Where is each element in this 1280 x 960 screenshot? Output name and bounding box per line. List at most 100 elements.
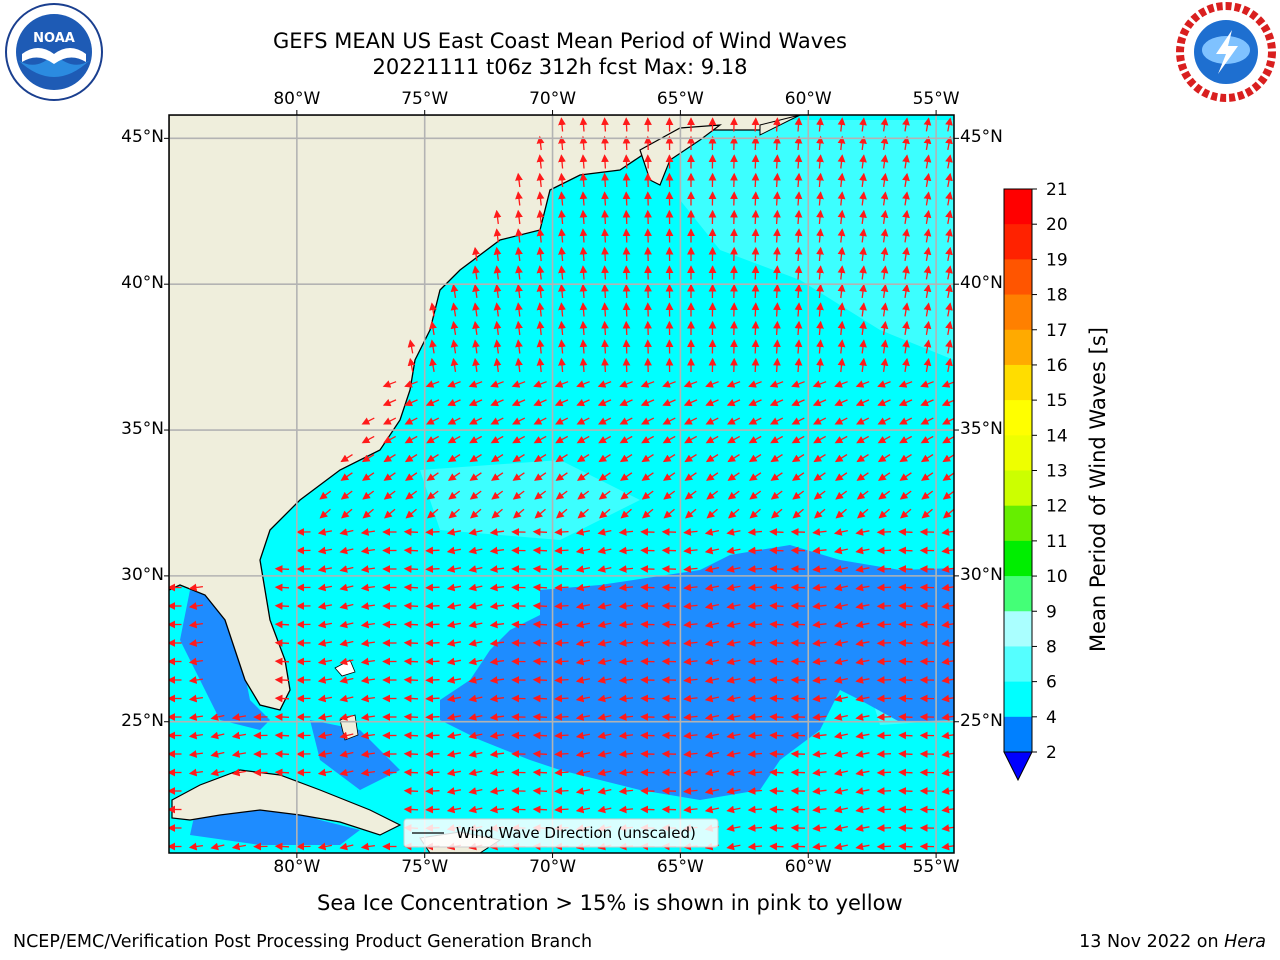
wave-direction-arrow	[920, 454, 934, 463]
wave-direction-arrow	[876, 620, 892, 629]
wave-direction-arrow	[515, 246, 523, 262]
wave-direction-arrow	[748, 398, 762, 407]
wave-direction-arrow	[898, 657, 913, 666]
wave-direction-arrow	[446, 787, 462, 795]
wave-direction-arrow	[794, 320, 803, 336]
wave-direction-arrow	[618, 620, 634, 629]
wave-direction-arrow	[837, 283, 846, 299]
wave-direction-arrow	[622, 117, 631, 132]
wave-direction-arrow	[942, 417, 954, 425]
wave-direction-arrow	[597, 602, 612, 610]
wave-direction-arrow	[683, 713, 698, 721]
wave-direction-arrow	[597, 565, 612, 573]
map-tick-marks	[164, 110, 959, 858]
wave-direction-arrow	[899, 417, 913, 425]
wave-direction-arrow	[619, 454, 633, 463]
wave-direction-arrow	[188, 657, 203, 666]
wave-direction-arrow	[382, 380, 397, 388]
wave-direction-arrow	[491, 508, 503, 519]
lat-label-left: 35°N	[121, 419, 164, 440]
wave-direction-arrow	[641, 435, 655, 444]
wave-direction-arrow	[898, 805, 913, 814]
wave-direction-arrow	[533, 417, 547, 425]
wave-direction-arrow	[898, 398, 913, 407]
wave-direction-arrow	[450, 357, 459, 373]
wave-direction-arrow	[813, 490, 826, 500]
wave-direction-arrow	[945, 228, 953, 243]
wave-direction-arrow	[859, 154, 867, 169]
colorbar-segment	[1004, 435, 1032, 471]
wave-direction-arrow	[360, 768, 375, 777]
wave-direction-arrow	[773, 302, 781, 317]
wave-direction-arrow	[747, 583, 763, 592]
wave-direction-arrow	[597, 768, 612, 777]
wave-direction-arrow	[751, 135, 760, 151]
wave-direction-arrow	[339, 842, 354, 851]
colorbar-tick-label: 2	[1046, 743, 1057, 763]
wave-direction-arrow	[575, 676, 591, 684]
wave-direction-arrow	[747, 620, 763, 629]
wave-direction-arrow	[859, 283, 867, 298]
wave-direction-arrow	[489, 787, 505, 795]
wave-direction-arrow	[816, 209, 824, 225]
wave-direction-arrow	[472, 283, 480, 298]
wave-direction-arrow	[555, 454, 568, 463]
wave-direction-arrow	[489, 731, 505, 740]
wave-direction-arrow	[447, 398, 461, 407]
wave-direction-arrow	[558, 265, 566, 280]
chart-subtitle: 20221111 t06z 312h fcst Max: 9.18	[372, 55, 748, 79]
wave-direction-arrow	[704, 713, 720, 721]
wave-direction-arrow	[899, 490, 912, 500]
wave-direction-arrow	[579, 117, 588, 132]
wave-direction-arrow	[339, 694, 354, 703]
wave-direction-arrow	[898, 713, 913, 721]
wave-direction-arrow	[880, 302, 889, 317]
lat-label-right: 35°N	[960, 419, 1003, 440]
wave-direction-arrow	[472, 302, 480, 317]
wave-direction-arrow	[876, 657, 892, 666]
wave-direction-arrow	[317, 768, 333, 777]
wave-direction-arrow	[898, 528, 913, 536]
wave-direction-arrow	[490, 454, 504, 463]
wave-direction-arrow	[579, 320, 588, 336]
wave-direction-arrow	[794, 135, 803, 151]
wave-direction-arrow	[770, 435, 784, 444]
wave-direction-arrow	[554, 546, 569, 555]
wave-direction-arrow	[833, 768, 848, 777]
wave-direction-arrow	[558, 228, 566, 243]
wave-direction-arrow	[727, 435, 741, 444]
wave-direction-arrow	[683, 546, 698, 555]
wave-direction-arrow	[558, 302, 566, 317]
wave-direction-arrow	[812, 639, 827, 647]
wave-direction-arrow	[429, 339, 437, 354]
wave-direction-arrow	[747, 676, 763, 684]
wave-direction-arrow	[450, 339, 459, 354]
wave-direction-arrow	[622, 339, 631, 354]
wave-direction-arrow	[794, 154, 803, 169]
wave-direction-arrow	[945, 302, 953, 317]
wave-direction-arrow	[618, 657, 634, 666]
wave-direction-arrow	[210, 713, 225, 721]
wave-direction-arrow	[360, 546, 375, 555]
wave-direction-arrow	[493, 246, 502, 261]
wave-direction-arrow	[403, 787, 419, 795]
wave-direction-arrow	[770, 490, 783, 500]
wave-direction-arrow	[859, 339, 867, 354]
wave-direction-arrow	[576, 398, 590, 407]
wave-direction-arrow	[446, 528, 462, 536]
wave-direction-arrow	[515, 228, 523, 243]
wave-direction-arrow	[598, 417, 612, 425]
colorbar-segment	[1004, 294, 1032, 331]
wave-direction-arrow	[923, 135, 932, 151]
wave-direction-arrow	[576, 454, 590, 463]
wave-direction-arrow	[663, 490, 676, 500]
wave-direction-arrow	[923, 357, 932, 373]
wave-direction-arrow	[812, 787, 827, 795]
wave-direction-arrow	[769, 380, 784, 388]
wave-direction-arrow	[684, 490, 697, 500]
wave-direction-arrow	[340, 490, 353, 500]
wave-direction-arrow	[579, 302, 588, 317]
wave-direction-arrow	[663, 508, 675, 519]
wave-direction-arrow	[597, 528, 612, 536]
